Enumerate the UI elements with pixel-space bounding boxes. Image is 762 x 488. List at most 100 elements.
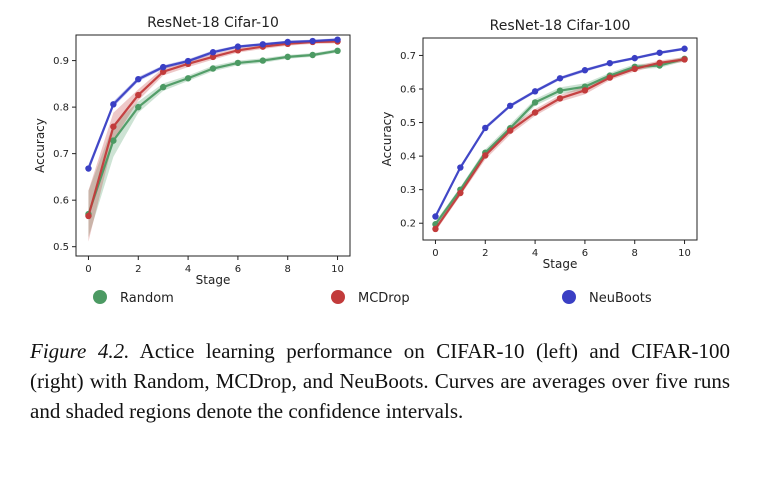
data-point-random: [284, 53, 291, 61]
plot-frame: [75, 34, 351, 257]
data-point-mcdrop: [556, 95, 564, 102]
data-point-mcdrop: [531, 109, 539, 116]
data-point-mcdrop: [209, 53, 217, 61]
caption-text: Actice learning performance on CIFAR-10 …: [30, 339, 730, 423]
series-line-random: [434, 57, 685, 225]
y-tick-label: 0.7: [400, 51, 416, 62]
data-point-mcdrop: [581, 87, 589, 94]
data-point-neuboots: [309, 37, 316, 45]
data-point-neuboots: [581, 67, 589, 74]
x-tick-label: 10: [678, 248, 691, 259]
data-point-random: [234, 59, 242, 67]
y-axis-label: Accuracy: [380, 112, 394, 167]
x-tick-label: 6: [582, 248, 588, 259]
legend-marker-random: [93, 290, 107, 304]
y-tick-label: 0.5: [400, 118, 416, 129]
data-point-mcdrop: [85, 212, 92, 220]
data-point-neuboots: [482, 124, 489, 132]
y-tick-label: 0.5: [53, 242, 69, 253]
y-tick-label: 0.9: [53, 56, 69, 67]
x-tick-label: 0: [85, 264, 91, 275]
data-point-mcdrop: [681, 56, 688, 63]
data-point-random: [556, 87, 564, 94]
data-point-random: [531, 99, 539, 106]
chart-title: ResNet-18 Cifar-100: [490, 18, 631, 34]
data-point-neuboots: [506, 102, 514, 109]
data-point-neuboots: [284, 38, 291, 46]
y-tick-label: 0.8: [53, 103, 69, 114]
y-tick-label: 0.6: [53, 196, 69, 207]
data-point-random: [159, 83, 167, 91]
data-point-mcdrop: [110, 123, 117, 130]
confidence-band-mcdrop: [435, 57, 685, 232]
legend-label-mcdrop: MCDrop: [358, 291, 410, 306]
y-tick-label: 0.7: [53, 149, 69, 160]
data-point-mcdrop: [457, 189, 464, 197]
x-tick-label: 8: [285, 264, 291, 275]
data-point-random: [209, 65, 217, 72]
plot-frame: [422, 37, 698, 241]
data-point-neuboots: [681, 45, 688, 52]
data-point-neuboots: [606, 59, 614, 67]
data-point-mcdrop: [506, 127, 514, 134]
data-point-mcdrop: [135, 91, 142, 99]
data-point-neuboots: [334, 36, 341, 43]
x-tick-label: 8: [632, 248, 638, 259]
data-point-neuboots: [531, 88, 539, 95]
data-point-mcdrop: [482, 152, 489, 159]
data-point-neuboots: [259, 41, 267, 48]
confidence-band-random: [435, 56, 685, 227]
data-point-neuboots: [432, 213, 439, 220]
x-tick-label: 10: [331, 264, 344, 275]
data-point-mcdrop: [631, 65, 638, 73]
x-tick-label: 2: [482, 248, 488, 259]
data-point-neuboots: [184, 57, 192, 65]
data-point-mcdrop: [432, 225, 439, 233]
data-point-neuboots: [85, 165, 92, 172]
legend-marker-mcdrop: [331, 290, 345, 304]
confidence-band-random: [88, 48, 338, 238]
data-point-neuboots: [135, 76, 142, 83]
data-point-neuboots: [234, 43, 242, 50]
data-point-mcdrop: [656, 59, 663, 67]
x-tick-label: 2: [135, 264, 141, 275]
chart-title: ResNet-18 Cifar-10: [147, 15, 279, 31]
data-point-random: [334, 47, 341, 55]
y-axis-label: Accuracy: [33, 118, 47, 173]
data-point-random: [110, 137, 117, 144]
chart-cifar10: ResNet-18 Cifar-10 0 2 4 6 8 10 0.5 0.6 0.7 0.8 0.9…: [33, 15, 351, 287]
x-tick-label: 4: [532, 248, 538, 259]
x-tick-label: 6: [235, 264, 241, 275]
series-line-mcdrop: [434, 58, 685, 230]
y-tick-label: 0.3: [400, 185, 416, 196]
x-axis-label: Stage: [543, 257, 578, 271]
data-point-random: [309, 51, 316, 59]
x-tick-label: 0: [432, 248, 438, 259]
y-tick-label: 0.4: [400, 152, 416, 163]
data-point-random: [184, 75, 192, 82]
y-tick-label: 0.6: [400, 85, 416, 96]
data-point-neuboots: [656, 49, 663, 56]
x-tick-label: 4: [185, 264, 191, 275]
data-point-mcdrop: [606, 74, 614, 81]
data-point-neuboots: [631, 54, 638, 62]
data-point-random: [135, 103, 142, 111]
figure-caption: Figure 4.2. Actice learning performance …: [30, 336, 730, 426]
data-point-neuboots: [110, 101, 117, 108]
legend-label-random: Random: [120, 291, 174, 306]
legend: Random MCDrop NeuBoots: [93, 290, 652, 306]
confidence-band-neuboots: [88, 38, 338, 173]
caption-label: Figure 4.2.: [30, 339, 130, 363]
data-point-random: [259, 57, 267, 64]
data-point-mcdrop: [159, 68, 167, 75]
confidence-band-neuboots: [435, 47, 685, 219]
x-axis-label: Stage: [196, 273, 231, 287]
data-point-neuboots: [159, 63, 167, 71]
legend-marker-neuboots: [562, 290, 576, 304]
data-point-neuboots: [556, 75, 564, 82]
y-tick-label: 0.2: [400, 219, 416, 230]
data-point-neuboots: [209, 49, 217, 56]
series-line-neuboots: [434, 47, 685, 218]
data-point-neuboots: [457, 164, 464, 171]
